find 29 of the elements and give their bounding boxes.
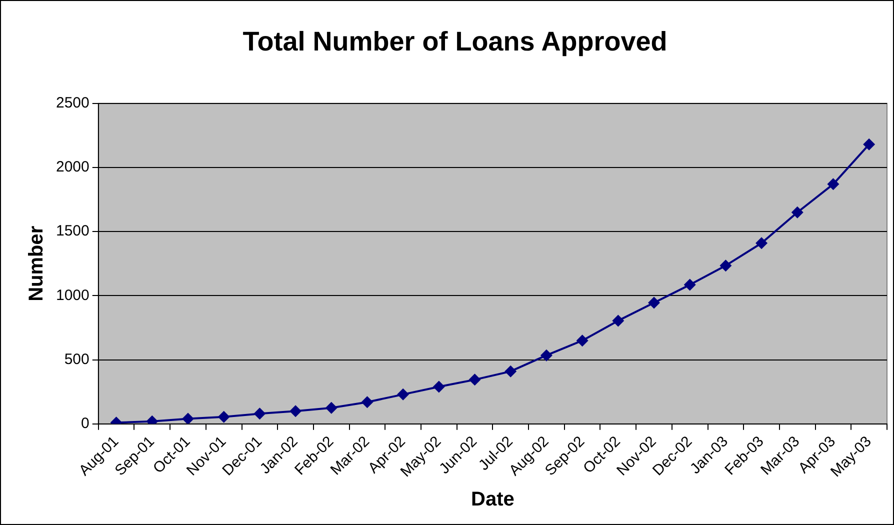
point <box>468 374 481 386</box>
y-tick-label: 500 <box>64 350 90 368</box>
point <box>791 206 804 218</box>
point <box>863 138 876 150</box>
point <box>290 405 302 418</box>
point <box>254 408 266 420</box>
point <box>540 349 552 362</box>
y-tick-label: 1000 <box>56 286 90 304</box>
point <box>576 334 588 347</box>
x-axis-title: Date <box>471 488 514 511</box>
point <box>218 410 230 423</box>
point <box>827 178 840 190</box>
point <box>397 388 410 400</box>
point <box>432 380 445 393</box>
y-tick-label: 2000 <box>56 158 90 176</box>
point <box>720 260 732 272</box>
point <box>504 365 517 378</box>
y-tick-label: 1500 <box>56 222 90 240</box>
point <box>612 314 624 327</box>
point <box>325 402 338 414</box>
point <box>182 412 194 424</box>
y-tick-label: 0 <box>81 415 90 432</box>
point <box>361 396 374 408</box>
point <box>756 237 768 250</box>
y-axis-title: Number <box>26 226 48 302</box>
point <box>684 278 696 291</box>
y-tick-label: 2500 <box>56 94 90 112</box>
point <box>648 296 660 309</box>
chart-title: Total Number of Loans Approved <box>242 26 668 57</box>
